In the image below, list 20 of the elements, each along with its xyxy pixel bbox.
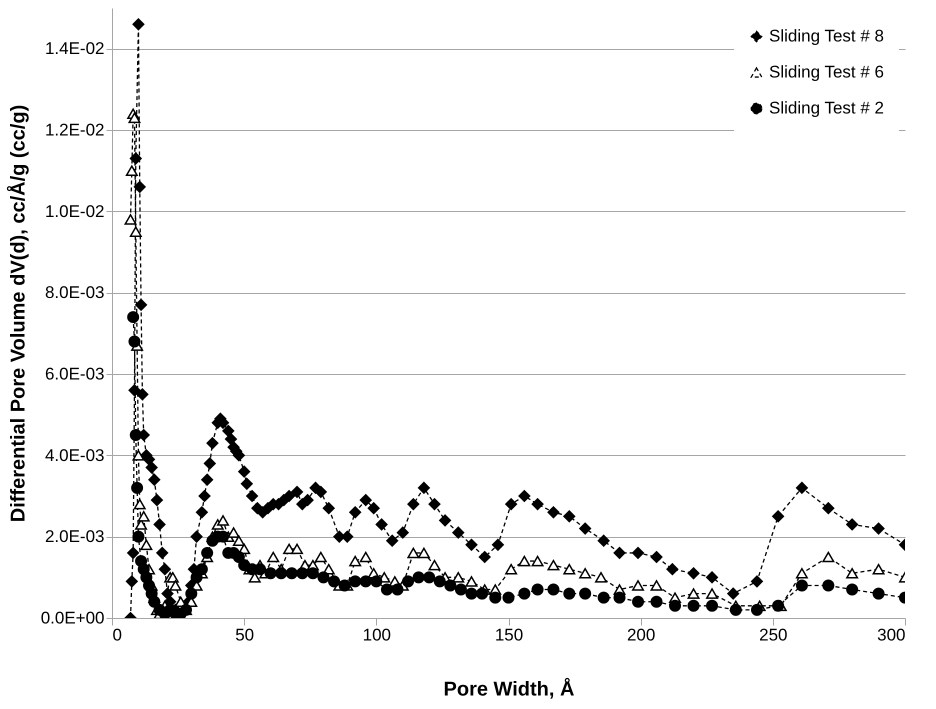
x-axis-title: Pore Width, Å xyxy=(444,678,574,700)
y-tick-label: 1.4E-02 xyxy=(44,39,104,58)
legend-label: Sliding Test # 2 xyxy=(769,98,884,118)
x-tick-label: 200 xyxy=(626,626,656,644)
legend-label: Sliding Test # 6 xyxy=(769,62,884,82)
y-tick-label: 8.0E-03 xyxy=(44,283,104,302)
x-tick-label: 50 xyxy=(235,626,254,644)
x-tick-label: 100 xyxy=(362,626,392,644)
y-tick-label: 4.0E-03 xyxy=(44,446,104,465)
y-tick-label: 2.0E-03 xyxy=(44,527,104,546)
y-axis-title: Differential Pore Volume dV(d), cc/Å/g (cc/g) xyxy=(6,104,30,522)
x-tick-label: 250 xyxy=(759,626,788,644)
x-tick-label: 0 xyxy=(112,626,122,644)
y-tick-label: 6.0E-03 xyxy=(44,364,104,384)
x-tick-label: 150 xyxy=(494,626,524,644)
y-tick-label: 1.2E-02 xyxy=(44,120,104,140)
y-tick-label: 1.0E-02 xyxy=(44,202,104,221)
legend-label: Sliding Test # 8 xyxy=(769,26,884,46)
y-tick-label: 0.0E+00 xyxy=(40,608,104,628)
x-tick-label: 300 xyxy=(877,626,906,644)
